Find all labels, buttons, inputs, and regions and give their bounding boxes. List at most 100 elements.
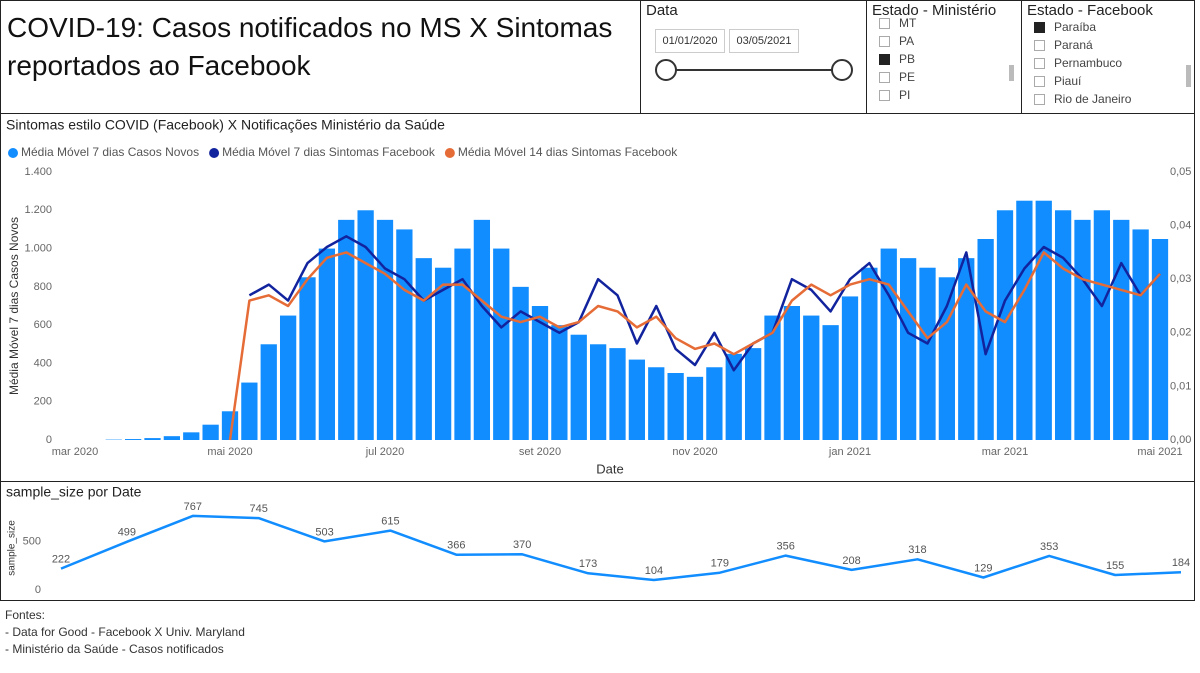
slicer-list: MT PA PB PE PI (867, 14, 1021, 104)
slicer-item[interactable]: PB (867, 50, 1021, 68)
bar (841, 296, 859, 440)
item-label: Piauí (1054, 74, 1082, 88)
header: COVID-19: Casos notificados no MS X Sint… (0, 0, 641, 114)
item-label: Paraná (1054, 38, 1093, 52)
checkbox[interactable] (1034, 39, 1045, 51)
footer-line: - Ministério da Saúde - Casos notificado… (5, 642, 224, 656)
y2-tick-label: 0,05 (1170, 166, 1191, 178)
data-label: 615 (381, 516, 399, 528)
x-tick-label: mar 2020 (52, 446, 98, 458)
scrollbar[interactable] (1186, 65, 1191, 87)
bar (512, 286, 529, 440)
footer-line: Fontes: (5, 608, 46, 622)
checkbox[interactable] (879, 89, 890, 101)
scrollbar[interactable] (1009, 65, 1014, 81)
data-label: 353 (1040, 541, 1058, 553)
item-label: Paraíba (1054, 20, 1097, 34)
bar (279, 315, 297, 440)
y-axis-label: Média Móvel 7 dias Casos Novos (7, 217, 21, 395)
bar (744, 348, 762, 440)
checkbox[interactable] (879, 53, 890, 65)
bar (822, 325, 839, 440)
footer-line: - Data for Good - Facebook X Univ. Maryl… (5, 625, 245, 639)
data-label: 499 (118, 527, 136, 539)
bar (415, 258, 432, 440)
data-label: 184 (1172, 557, 1190, 569)
bar (1132, 229, 1149, 440)
slicer-item[interactable]: PA (867, 32, 1021, 50)
bar (183, 432, 200, 440)
slicer-item[interactable]: MT (867, 14, 1021, 32)
bar (473, 219, 491, 440)
bar (144, 438, 161, 440)
checkbox[interactable] (1034, 21, 1045, 33)
item-label: Pernambuco (1054, 56, 1123, 70)
slicer-item[interactable]: Rio de Janeiro (1022, 90, 1194, 108)
date-end[interactable]: 03/05/2021 (729, 29, 799, 53)
bar (861, 267, 878, 440)
data-label: 745 (249, 503, 267, 515)
checkbox[interactable] (879, 71, 890, 83)
bar (958, 258, 975, 440)
bar (706, 367, 723, 440)
data-label: 104 (645, 565, 663, 577)
slicer-item[interactable]: Paraná (1022, 36, 1194, 54)
bar (163, 436, 181, 440)
bar (977, 239, 994, 440)
slicer-title: Estado - Ministério (872, 2, 997, 19)
series-line (60, 514, 1182, 582)
y-tick-label: 1.400 (24, 166, 52, 178)
checkbox[interactable] (879, 35, 890, 47)
y-axis-label: sample_size (7, 520, 18, 576)
bar (531, 306, 549, 440)
slicer-item[interactable]: Piauí (1022, 72, 1194, 90)
bar (357, 210, 374, 440)
x-tick-label: nov 2020 (672, 446, 717, 458)
item-label: PE (899, 70, 916, 84)
checkbox[interactable] (1034, 93, 1045, 105)
slicer-item[interactable]: PI (867, 86, 1021, 104)
slider-handle[interactable] (655, 59, 677, 81)
slicer-item[interactable]: Pernambuco (1022, 54, 1194, 72)
legend-marker (209, 148, 220, 158)
checkbox[interactable] (879, 17, 890, 29)
bar (648, 367, 665, 440)
bar (551, 325, 568, 440)
slicer-item[interactable]: PE (867, 68, 1021, 86)
x-axis-label: Date (596, 461, 623, 476)
data-label: 366 (447, 540, 465, 552)
bar (996, 210, 1014, 440)
x-tick-label: mai 2021 (1137, 446, 1182, 458)
data-label: 356 (777, 541, 795, 553)
bar (1113, 219, 1130, 440)
bar (493, 248, 510, 440)
data-label: 129 (974, 562, 992, 574)
slicer-item[interactable]: Paraíba (1022, 18, 1194, 36)
legend-marker (444, 148, 455, 158)
bar (1151, 239, 1169, 440)
y-tick-label: 0 (35, 584, 41, 596)
y2-tick-label: 0,04 (1170, 220, 1191, 232)
x-tick-label: mar 2021 (982, 446, 1028, 458)
slider-handle[interactable] (831, 59, 853, 81)
y-tick-label: 600 (34, 319, 52, 331)
bar (202, 424, 219, 440)
date-start[interactable]: 01/01/2020 (655, 29, 725, 53)
x-tick-label: jan 2021 (828, 446, 871, 458)
item-label: PA (899, 34, 915, 48)
bar (880, 248, 897, 440)
ministerio-slicer: Estado - Ministério MT PA PB PE PI (866, 0, 1022, 114)
x-tick-label: set 2020 (519, 446, 561, 458)
bar (667, 373, 684, 440)
checkbox[interactable] (1034, 57, 1045, 69)
legend-label: Média Móvel 14 dias Sintomas Facebook (458, 145, 678, 159)
y-tick-label: 400 (34, 357, 52, 369)
y2-tick-label: 0,00 (1170, 434, 1191, 446)
checkbox[interactable] (1034, 75, 1045, 87)
data-label: 179 (711, 558, 729, 570)
chart-title: sample_size por Date (6, 484, 142, 500)
data-label: 318 (908, 544, 926, 556)
data-label: 222 (52, 553, 70, 565)
data-label: 370 (513, 539, 531, 551)
